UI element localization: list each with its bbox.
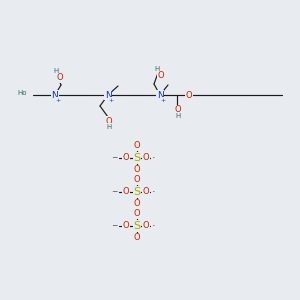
Text: S: S: [134, 187, 141, 197]
Text: O: O: [143, 221, 149, 230]
Text: O: O: [158, 71, 164, 80]
Text: O: O: [134, 209, 140, 218]
Text: N: N: [52, 91, 58, 100]
Text: O: O: [143, 154, 149, 163]
Text: O: O: [57, 74, 63, 82]
Text: O: O: [134, 176, 140, 184]
Text: O: O: [123, 188, 129, 196]
Text: −: −: [111, 188, 117, 196]
Text: S: S: [134, 153, 141, 163]
Text: H: H: [154, 66, 160, 72]
Text: O: O: [123, 221, 129, 230]
Text: Ho: Ho: [17, 90, 27, 96]
Text: O: O: [134, 166, 140, 175]
Text: O: O: [106, 116, 112, 125]
Text: O: O: [134, 200, 140, 208]
Text: +: +: [160, 98, 166, 103]
Text: H: H: [176, 113, 181, 119]
Text: O: O: [123, 154, 129, 163]
Text: −: −: [111, 154, 117, 163]
Text: N: N: [157, 91, 164, 100]
Text: ·: ·: [152, 221, 156, 231]
Text: O: O: [134, 142, 140, 151]
Text: H: H: [106, 124, 112, 130]
Text: O: O: [134, 233, 140, 242]
Text: ·: ·: [152, 153, 156, 163]
Text: O: O: [175, 106, 181, 115]
Text: N: N: [105, 91, 111, 100]
Text: O: O: [186, 91, 192, 100]
Text: +: +: [108, 98, 114, 103]
Text: S: S: [134, 221, 141, 231]
Text: −: −: [111, 221, 117, 230]
Text: +: +: [56, 98, 61, 103]
Text: O: O: [143, 188, 149, 196]
Text: ·: ·: [152, 187, 156, 197]
Text: H: H: [53, 68, 58, 74]
